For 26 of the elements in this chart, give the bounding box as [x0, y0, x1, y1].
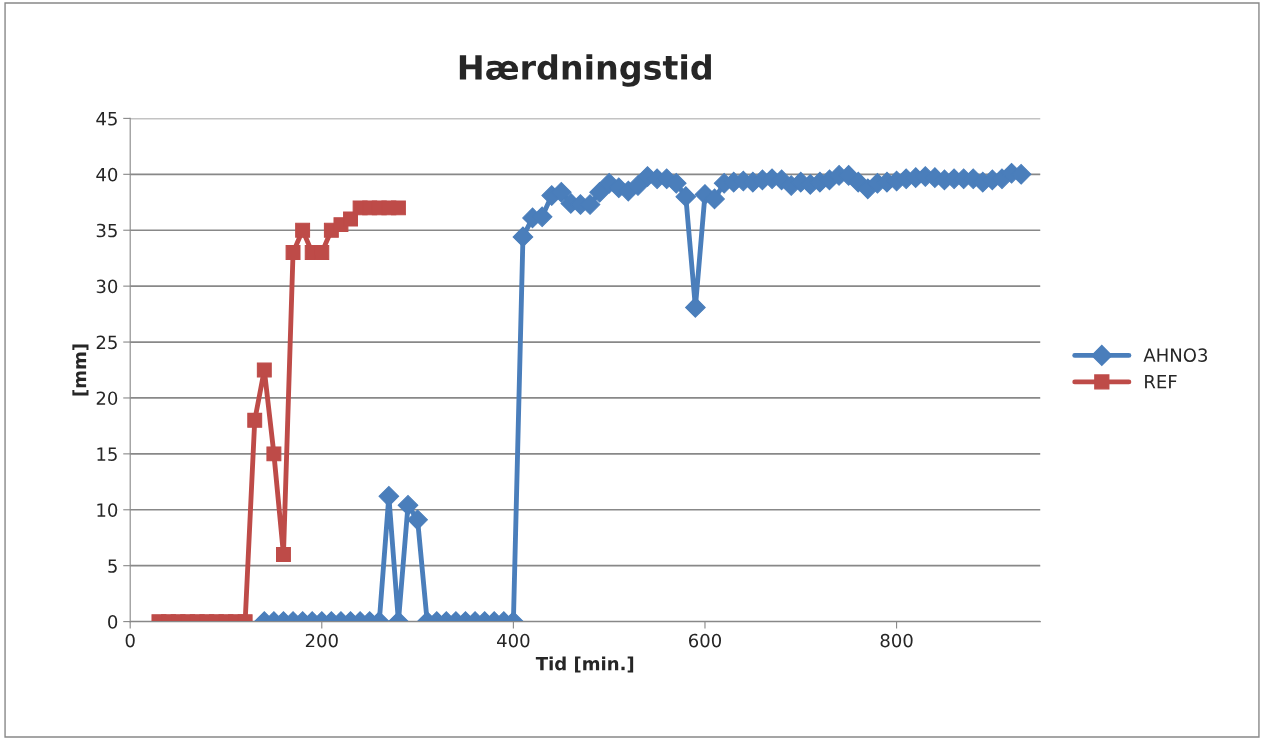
y-tick-label: 35	[96, 223, 117, 238]
y-axis-title: [mm]	[72, 344, 89, 396]
y-tick-label: 15	[97, 447, 117, 461]
point	[343, 211, 358, 227]
x-tick-label: 0	[125, 633, 135, 648]
chart-title: Hærdningstid	[459, 54, 711, 87]
y-tick-label: 40	[96, 167, 118, 182]
x-axis-title: Tid [min.]	[535, 656, 634, 673]
y-tick-label: 5	[108, 559, 117, 573]
y-tick-label: 10	[97, 503, 118, 517]
point	[247, 412, 263, 428]
point	[256, 362, 272, 378]
x-tick-label: 400	[497, 633, 530, 648]
point	[285, 245, 301, 261]
x-tick-label: 200	[305, 633, 338, 648]
x-tick-label: 600	[689, 633, 722, 648]
point	[390, 200, 406, 216]
y-tick-label: 45	[96, 112, 117, 126]
point	[295, 222, 311, 238]
x-tick-label: 800	[880, 633, 913, 648]
y-tick-label: 0	[108, 615, 118, 629]
y-tick-label: 25	[96, 335, 117, 350]
y-tick-label: 20	[96, 391, 118, 406]
legend-label: AHNO3	[1143, 348, 1208, 362]
legend-label: REF	[1145, 375, 1177, 389]
y-tick-label: 30	[96, 279, 118, 294]
